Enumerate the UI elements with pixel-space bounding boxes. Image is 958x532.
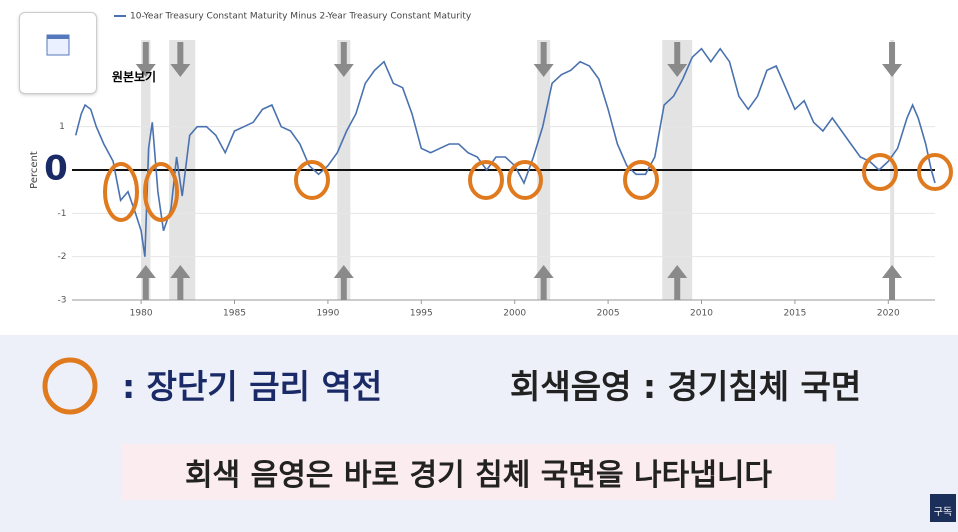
y-axis-label: Percent bbox=[29, 151, 40, 189]
inversion-circle bbox=[294, 160, 330, 200]
recession-arrow bbox=[170, 265, 191, 300]
x-tick-label: 1980 bbox=[130, 309, 153, 319]
legend-label: 10-Year Treasury Constant Maturity Minus… bbox=[130, 12, 472, 22]
inversion-circle bbox=[917, 153, 953, 191]
inversion-circle bbox=[507, 160, 543, 200]
inversion-circle bbox=[103, 162, 139, 222]
y-tick-label: 0 bbox=[44, 149, 68, 189]
x-tick-label: 2000 bbox=[503, 309, 526, 319]
recession-arrow bbox=[170, 42, 191, 77]
recession-arrow bbox=[135, 265, 156, 300]
recession-arrow bbox=[533, 42, 554, 77]
inversion-circle bbox=[623, 160, 659, 200]
recession-note: 회색음영 : 경기침체 국면 bbox=[510, 367, 862, 406]
inversion-circle bbox=[143, 162, 179, 222]
recession-arrow bbox=[882, 42, 903, 77]
x-tick-label: 2005 bbox=[597, 309, 620, 319]
y-tick-label: 1 bbox=[59, 122, 65, 132]
inversion-note: : 장단기 금리 역전 bbox=[122, 367, 383, 406]
x-tick-label: 2010 bbox=[690, 309, 713, 319]
inversion-circle bbox=[862, 153, 898, 191]
x-tick-label: 2015 bbox=[783, 309, 806, 319]
x-tick-label: 2020 bbox=[877, 309, 900, 319]
recession-arrow bbox=[667, 42, 688, 77]
y-tick-label: -2 bbox=[58, 252, 67, 262]
recession-arrow bbox=[882, 265, 903, 300]
caption: 회색 음영은 바로 경기 침체 국면을 나타냅니다 bbox=[122, 444, 835, 500]
y-tick-label: -3 bbox=[58, 296, 67, 306]
button-icon bbox=[46, 34, 70, 56]
inversion-legend-icon bbox=[42, 357, 98, 415]
recession-arrow bbox=[333, 265, 354, 300]
x-tick-label: 1985 bbox=[223, 309, 246, 319]
recession-arrow bbox=[333, 42, 354, 77]
original-view-button[interactable]: 원본보기 bbox=[19, 12, 156, 94]
chart-background bbox=[0, 0, 958, 335]
x-tick-label: 1995 bbox=[410, 309, 433, 319]
recession-arrow bbox=[667, 265, 688, 300]
x-tick-label: 1990 bbox=[316, 309, 339, 319]
y-tick-label: -1 bbox=[58, 209, 67, 219]
recession-arrow bbox=[135, 42, 156, 77]
recession-arrow bbox=[533, 265, 554, 300]
chart: 10-Year Treasury Constant Maturity Minus… bbox=[0, 0, 958, 335]
inversion-circle bbox=[468, 160, 504, 200]
button-label: 원본보기 bbox=[111, 70, 157, 84]
subscribe-badge[interactable]: 구독 bbox=[930, 494, 956, 522]
